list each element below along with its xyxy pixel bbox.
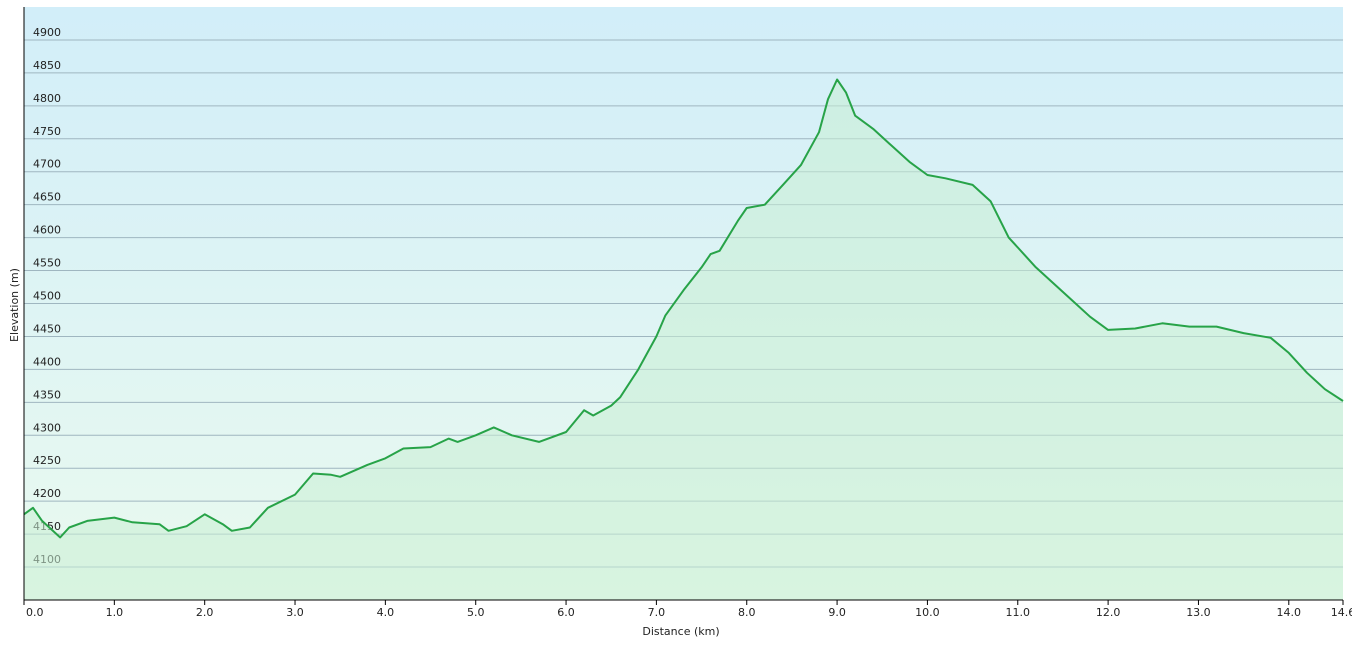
y-tick-label: 4650 [33,191,61,204]
y-axis-label: Elevation (m) [8,268,21,342]
y-tick-label: 4600 [33,224,61,237]
x-tick-label: 14.0 [1277,606,1302,619]
y-tick-label: 4250 [33,454,61,467]
y-tick-label: 4350 [33,388,61,401]
x-tick-label: 13.0 [1186,606,1211,619]
y-tick-label: 4400 [33,355,61,368]
x-tick-label: 12.0 [1096,606,1121,619]
x-tick-label: 9.0 [828,606,846,619]
x-tick-label: 0.0 [26,606,44,619]
x-tick-label: 10.0 [915,606,940,619]
x-tick-label: 1.0 [106,606,124,619]
x-axis-label: Distance (km) [642,625,719,638]
y-tick-label: 4850 [33,59,61,72]
elevation-area [24,79,1343,600]
x-tick-label: 14.6 [1331,606,1352,619]
x-tick-label: 5.0 [467,606,485,619]
elevation-line [23,78,1344,539]
y-tick-label: 4750 [33,125,61,138]
y-tick-label: 4200 [33,487,61,500]
y-tick-label: 4450 [33,322,61,335]
x-tick-label: 2.0 [196,606,214,619]
y-tick-label: 4550 [33,257,61,270]
x-tick-label: 4.0 [377,606,395,619]
y-tick-label: 4300 [33,421,61,434]
x-tick-label: 11.0 [1006,606,1031,619]
y-tick-label: 4900 [33,26,61,39]
x-tick-label: 7.0 [648,606,666,619]
y-tick-label: 4700 [33,158,61,171]
x-tick-label: 3.0 [286,606,304,619]
x-tick-label: 6.0 [557,606,575,619]
y-tick-label: 4500 [33,290,61,303]
y-tick-label: 4800 [33,92,61,105]
x-tick-label: 8.0 [738,606,756,619]
